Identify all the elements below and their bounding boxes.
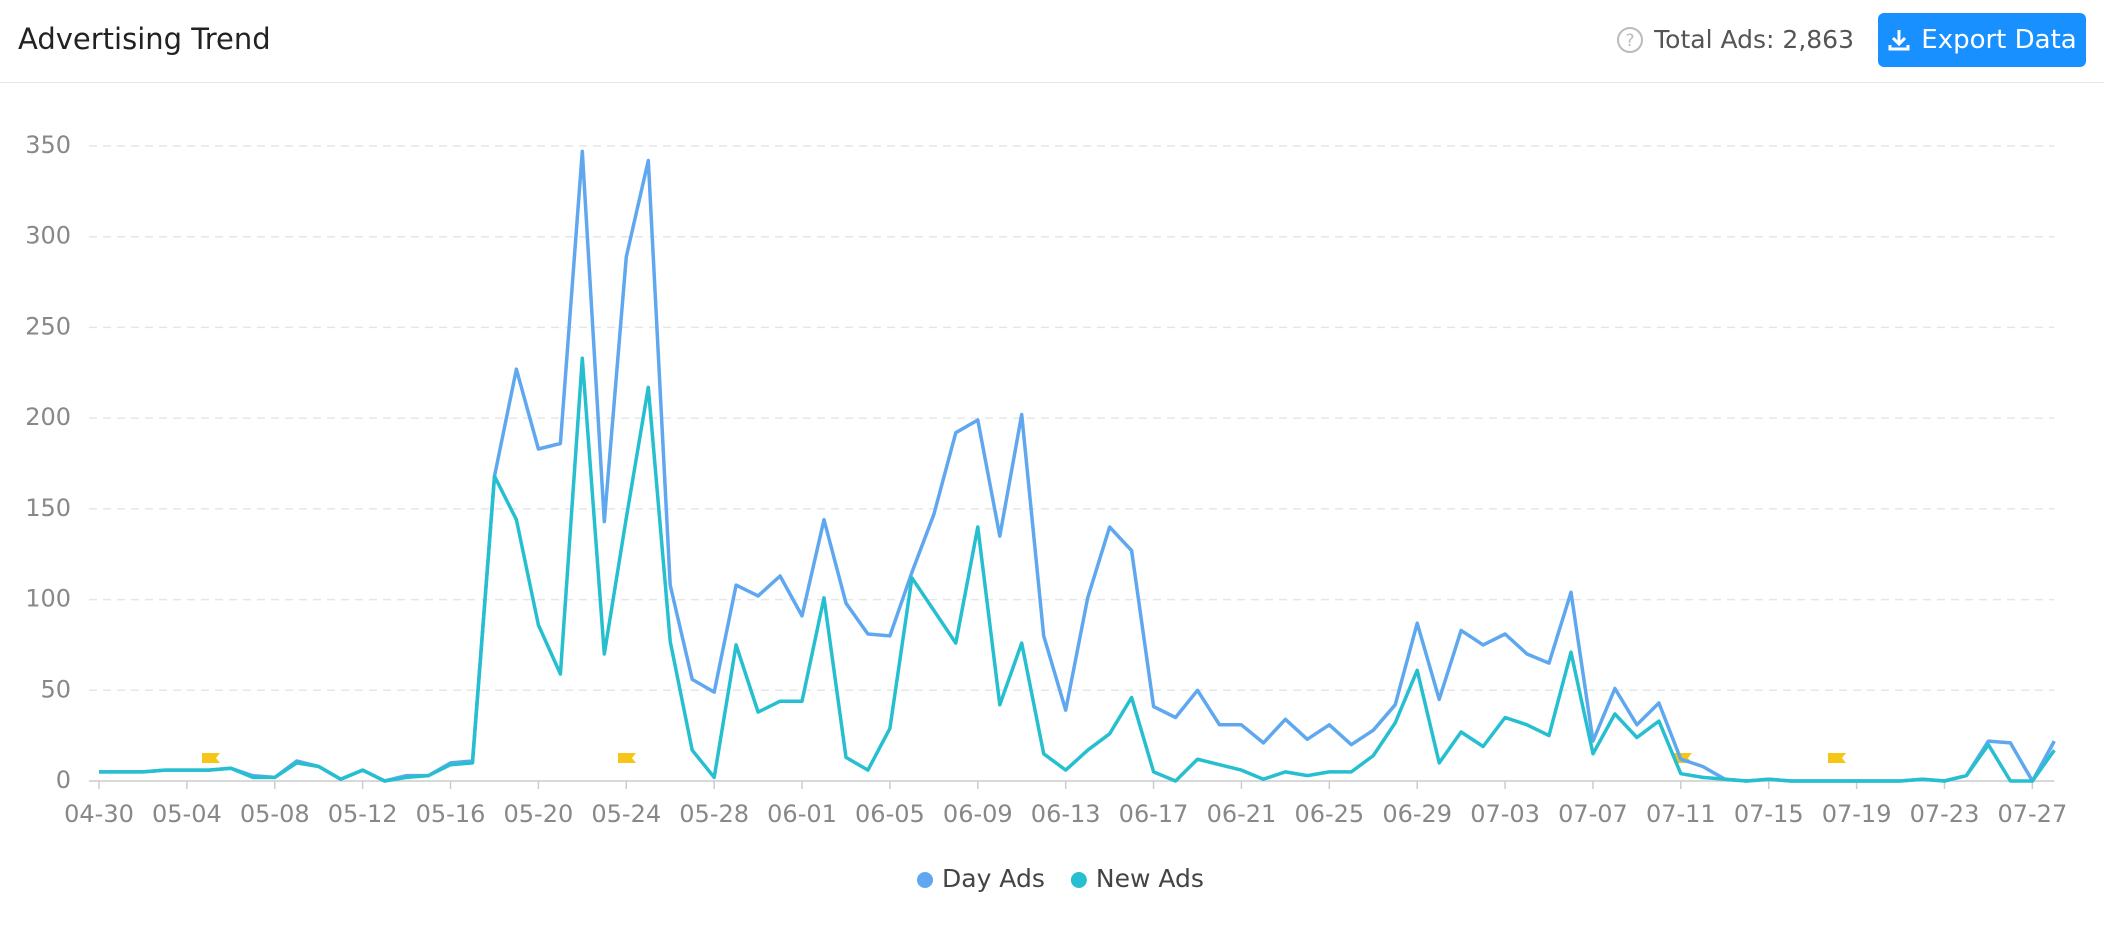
x-tick-label: 05-20 — [504, 800, 574, 828]
y-tick-label: 300 — [25, 222, 71, 250]
total-text: Total Ads: 2,863 — [1654, 25, 1854, 54]
x-tick-label: 05-16 — [416, 800, 486, 828]
legend-label: Day Ads — [942, 864, 1045, 893]
y-tick-label: 50 — [40, 675, 71, 703]
x-tick-label: 06-21 — [1207, 800, 1277, 828]
x-tick-label: 07-15 — [1734, 800, 1804, 828]
legend: Day Ads New Ads — [917, 864, 1204, 893]
y-tick-label: 150 — [25, 494, 71, 522]
x-tick-label: 07-27 — [1997, 800, 2067, 828]
legend-marker — [917, 872, 933, 888]
x-tick-label: 05-08 — [240, 800, 310, 828]
line — [99, 149, 2056, 783]
help-icon[interactable]: ? — [1616, 26, 1644, 54]
x-tick-label: 06-13 — [1031, 800, 1101, 828]
download-icon — [1888, 30, 1910, 51]
y-tick-label: 0 — [56, 766, 71, 794]
chart: 0 50 100 150 200 250 300 350 04-30 05-04 05-08 05-1… — [25, 131, 2067, 893]
x-tick-label: 07-11 — [1646, 800, 1716, 828]
title: Advertising Trend — [18, 22, 271, 56]
flag — [618, 753, 636, 773]
x-tick-label: 05-24 — [591, 800, 661, 828]
x-tick-label: 06-17 — [1119, 800, 1189, 828]
header: Advertising Trend ? Total Ads: 2,863 Exp… — [0, 0, 2104, 83]
total-ads: ? Total Ads: 2,863 — [1616, 25, 1854, 54]
x-tick-label: 04-30 — [64, 800, 134, 828]
y-tick-label: 350 — [25, 131, 71, 159]
line — [99, 356, 2056, 783]
x-tick-label: 05-04 — [152, 800, 222, 828]
x-tick-label: 06-05 — [855, 800, 925, 828]
x-tick-label: 06-09 — [943, 800, 1013, 828]
x-tick-label: 06-01 — [767, 800, 837, 828]
legend-marker — [1070, 872, 1087, 888]
export-button[interactable]: Export Data — [1878, 13, 2086, 67]
x-tick-label: 07-07 — [1558, 800, 1628, 828]
x-tick-label: 06-25 — [1294, 800, 1364, 828]
x-tick-label: 05-28 — [679, 800, 749, 828]
svg-text:?: ? — [1626, 31, 1635, 51]
x-tick-label: 07-03 — [1470, 800, 1540, 828]
x-tick-label: 06-29 — [1382, 800, 1452, 828]
y-tick-label: 200 — [25, 403, 71, 431]
legend-label: New Ads — [1096, 864, 1204, 893]
x-tick-label: 07-23 — [1910, 800, 1980, 828]
x-tick-label: 07-19 — [1822, 800, 1892, 828]
y-tick-label: 250 — [25, 312, 71, 340]
export-label: Export Data — [1921, 25, 2077, 55]
y-tick-label: 100 — [25, 585, 71, 613]
flag — [1828, 753, 1846, 773]
x-tick-label: 05-12 — [328, 800, 398, 828]
flag — [202, 753, 220, 773]
